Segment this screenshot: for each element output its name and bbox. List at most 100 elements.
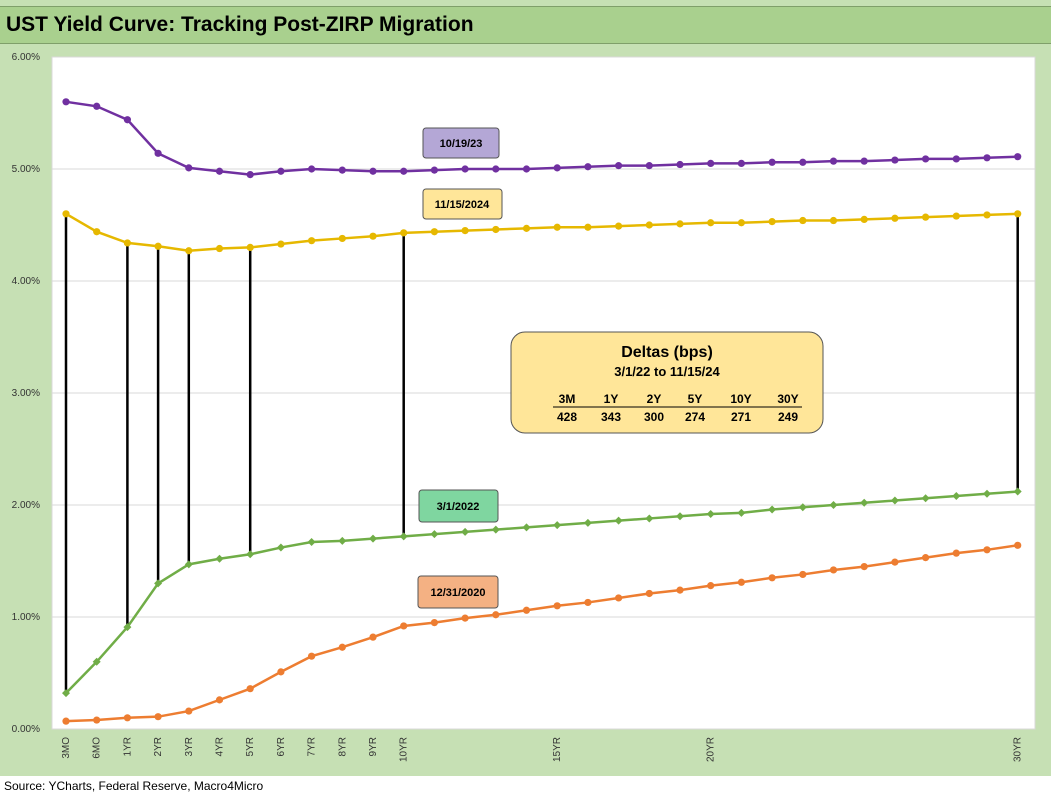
x-tick-label: 3YR	[184, 737, 195, 756]
deltas-header-cell: 5Y	[688, 392, 703, 406]
data-point	[952, 155, 960, 163]
deltas-header-cell: 1Y	[604, 392, 619, 406]
data-point	[93, 716, 101, 724]
data-point	[829, 157, 838, 165]
data-point	[707, 582, 715, 590]
data-point	[645, 221, 653, 229]
x-tick-label: 9YR	[368, 737, 379, 756]
deltas-value-cell: 274	[685, 410, 705, 424]
data-point	[553, 602, 561, 610]
data-point	[246, 685, 254, 693]
data-point	[123, 239, 131, 247]
data-point	[707, 219, 715, 227]
data-point	[707, 159, 715, 167]
deltas-value-cell: 428	[557, 410, 577, 424]
title-bar: UST Yield Curve: Tracking Post-ZIRP Migr…	[0, 6, 1051, 44]
x-tick-label: 20YR	[706, 737, 717, 762]
deltas-header-cell: 30Y	[777, 392, 798, 406]
y-tick-label: 5.00%	[12, 164, 40, 175]
y-tick-label: 2.00%	[12, 500, 40, 511]
data-point	[277, 240, 285, 248]
y-tick-label: 1.00%	[12, 612, 40, 623]
data-point	[891, 156, 899, 164]
data-point	[891, 558, 899, 566]
data-point	[308, 165, 316, 173]
series-label-3-1-2022: 3/1/2022	[418, 489, 499, 523]
data-point	[277, 668, 285, 676]
data-point	[860, 215, 868, 223]
data-point	[461, 527, 470, 536]
series-label-box	[422, 127, 500, 159]
chart-title: UST Yield Curve: Tracking Post-ZIRP Migr…	[6, 13, 474, 36]
deltas-value-cell: 343	[601, 410, 621, 424]
data-point	[338, 234, 346, 243]
y-tick-label: 3.00%	[12, 388, 40, 399]
deltas-header-cell: 2Y	[647, 392, 662, 406]
x-axis-ticks: 3MO 6MO 1YR 2YR 3YR 4YR 5YR 6YR 7YR 8YR 9YR 10YR 15Y…	[61, 737, 1024, 762]
data-point	[1014, 153, 1022, 161]
data-point	[768, 218, 776, 226]
data-point	[123, 714, 131, 722]
data-point	[215, 244, 224, 253]
data-point	[799, 570, 807, 579]
data-point	[676, 160, 684, 169]
data-point	[553, 223, 561, 231]
data-point	[62, 717, 70, 725]
data-point	[553, 521, 562, 530]
data-point	[1014, 541, 1022, 549]
series-label-11-15-2024: 11/15/2024	[422, 188, 503, 220]
x-tick-label: 5YR	[245, 737, 256, 756]
data-point	[1014, 210, 1022, 218]
data-point	[215, 167, 224, 175]
data-point	[491, 525, 500, 534]
x-tick-label: 1YR	[122, 737, 133, 756]
data-point	[522, 224, 531, 232]
data-point	[890, 496, 899, 505]
data-point	[952, 549, 960, 557]
data-point	[399, 532, 408, 541]
data-point	[645, 162, 653, 170]
data-point	[154, 242, 162, 250]
data-point	[799, 158, 807, 166]
data-point	[983, 211, 991, 219]
data-point	[553, 164, 561, 172]
series-3-1-2022	[62, 487, 1022, 698]
data-point	[338, 536, 347, 545]
data-point	[461, 165, 469, 173]
data-point	[369, 232, 377, 240]
data-point	[829, 566, 838, 574]
data-point	[62, 98, 70, 106]
data-point	[338, 166, 346, 174]
data-point	[922, 554, 930, 562]
x-tick-label: 7YR	[307, 737, 318, 756]
data-point	[430, 228, 438, 236]
data-point	[922, 155, 930, 163]
data-point	[584, 223, 592, 231]
data-point	[492, 225, 500, 234]
data-point	[92, 657, 101, 666]
series-line	[65, 544, 1018, 723]
data-point	[676, 220, 684, 228]
source-note: Source: YCharts, Federal Reserve, Macro4…	[4, 779, 264, 793]
deltas-value-cell: 300	[644, 410, 664, 424]
data-point	[798, 503, 807, 512]
x-tick-label: 15YR	[552, 737, 563, 762]
data-point	[461, 614, 469, 622]
data-point	[246, 550, 255, 559]
series-label-box	[418, 489, 499, 523]
x-tick-label: 3MO	[61, 737, 72, 759]
data-point	[768, 505, 777, 514]
data-point	[829, 501, 838, 509]
data-point	[615, 162, 623, 170]
data-point	[706, 509, 715, 518]
data-point	[338, 643, 346, 651]
data-point	[921, 494, 930, 503]
data-point	[768, 574, 776, 582]
series-line	[65, 490, 1018, 695]
series-label-12-31-2020: 12/31/2020	[417, 575, 499, 609]
data-point	[584, 598, 592, 607]
data-point	[276, 543, 285, 552]
data-point	[584, 163, 592, 171]
data-point	[983, 489, 991, 498]
data-point	[860, 498, 869, 507]
